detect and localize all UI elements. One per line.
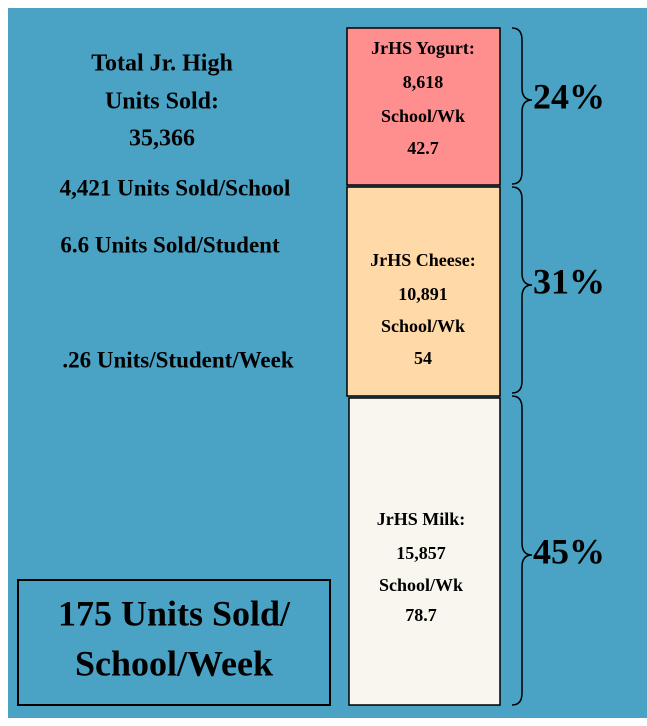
segment-label: 78.7 <box>405 605 437 625</box>
segment-label: 8,618 <box>403 72 444 92</box>
box-line: 175 Units Sold/ <box>58 593 291 633</box>
segment-label: JrHS Milk: <box>377 509 466 529</box>
segment-label: 42.7 <box>407 138 439 158</box>
stat-line: 4,421 Units Sold/School <box>60 175 291 200</box>
segment-label: School/Wk <box>379 575 463 595</box>
stat-line: .26 Units/Student/Week <box>62 347 294 372</box>
brace <box>511 186 533 394</box>
total-line: 35,366 <box>129 126 195 152</box>
brace <box>511 395 533 706</box>
background <box>8 8 647 718</box>
segment-label: School/Wk <box>381 106 465 126</box>
stat-line: 6.6 Units Sold/Student <box>60 232 280 257</box>
segment-label: 10,891 <box>398 284 448 304</box>
segment-label: JrHS Yogurt: <box>371 38 475 58</box>
total-line: Units Sold: <box>105 89 219 115</box>
cheese-segment <box>346 186 501 397</box>
milk-segment <box>348 397 501 706</box>
segment-label: School/Wk <box>381 316 465 336</box>
brace <box>511 27 533 185</box>
box-line: School/Week <box>75 643 273 683</box>
segment-percent: 24% <box>533 76 605 116</box>
segment-label: 15,857 <box>396 543 446 563</box>
segment-percent: 31% <box>533 261 605 301</box>
segment-label: 54 <box>414 348 432 368</box>
summary-box <box>17 579 331 706</box>
segment-label: JrHS Cheese: <box>370 250 475 270</box>
yogurt-segment <box>346 27 501 186</box>
total-line: Total Jr. High <box>91 51 233 77</box>
segment-percent: 45% <box>533 531 605 571</box>
